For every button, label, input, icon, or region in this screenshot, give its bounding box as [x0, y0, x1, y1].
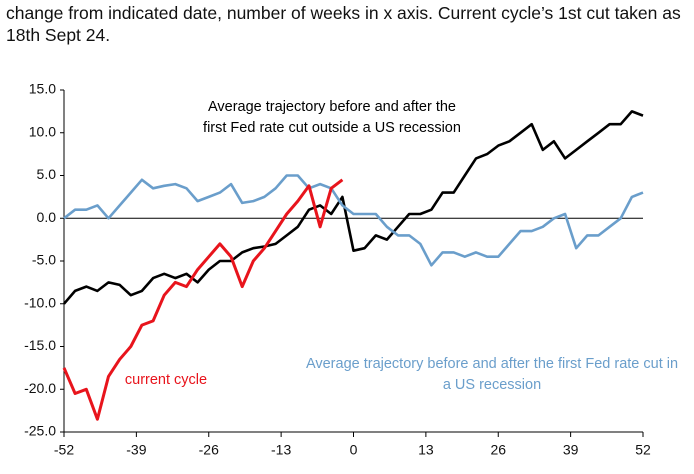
x-tick-label: 39 — [563, 442, 579, 458]
x-tick-label: 13 — [418, 442, 434, 458]
y-tick-label: -25.0 — [24, 423, 56, 439]
x-tick-label: -13 — [271, 442, 291, 458]
y-tick-label: 10.0 — [29, 123, 56, 139]
y-tick-label: 5.0 — [37, 166, 57, 182]
x-tick-label: -52 — [54, 442, 74, 458]
y-tick-label: -5.0 — [32, 252, 56, 268]
series-line — [63, 174, 644, 267]
y-tick-label: 0.0 — [37, 209, 57, 225]
y-tick-label: 15.0 — [29, 81, 56, 97]
y-tick-label: -20.0 — [24, 380, 56, 396]
chart-title: change from indicated date, number of we… — [6, 3, 681, 45]
series-line — [63, 110, 644, 305]
x-tick-label: 52 — [635, 442, 651, 458]
series-line — [62, 178, 344, 421]
x-tick-label: 0 — [350, 442, 358, 458]
series-label: Average trajectory before and after the f… — [203, 99, 461, 136]
x-tick-label: 26 — [490, 442, 506, 458]
x-tick-label: -39 — [126, 442, 146, 458]
y-tick-label: -15.0 — [24, 337, 56, 353]
series-label: current cycle — [125, 372, 207, 388]
x-tick-label: -26 — [199, 442, 219, 458]
y-tick-label: -10.0 — [24, 294, 56, 310]
series-label: Average trajectory before and after the … — [306, 356, 678, 393]
